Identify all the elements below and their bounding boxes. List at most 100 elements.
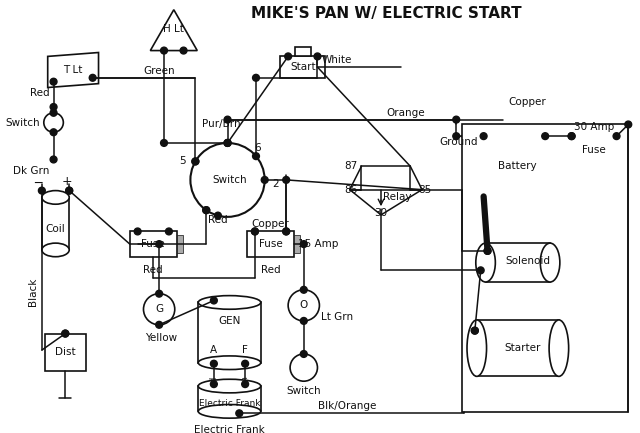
- Ellipse shape: [476, 243, 495, 282]
- Circle shape: [300, 286, 307, 293]
- Bar: [486, 243, 550, 282]
- Text: 85: 85: [418, 184, 431, 194]
- Text: H Lt: H Lt: [163, 24, 184, 34]
- Circle shape: [484, 248, 491, 254]
- Circle shape: [66, 187, 72, 194]
- Text: 2: 2: [273, 179, 279, 189]
- Circle shape: [224, 139, 231, 146]
- Circle shape: [568, 133, 575, 139]
- Bar: [484, 136, 566, 197]
- Circle shape: [50, 156, 57, 163]
- Text: F: F: [242, 345, 248, 355]
- Text: Relay: Relay: [383, 192, 412, 202]
- Text: Rd: Rd: [209, 375, 218, 387]
- Bar: [462, 124, 628, 412]
- Bar: [177, 235, 182, 253]
- Circle shape: [62, 330, 68, 337]
- Text: Copper: Copper: [509, 97, 547, 107]
- Circle shape: [134, 228, 141, 235]
- Circle shape: [166, 228, 172, 235]
- Circle shape: [480, 133, 487, 139]
- Circle shape: [300, 241, 307, 248]
- Bar: [247, 232, 294, 257]
- Circle shape: [180, 47, 187, 54]
- Circle shape: [242, 360, 248, 367]
- Text: ─: ─: [34, 177, 42, 190]
- Text: Red: Red: [143, 265, 163, 275]
- Circle shape: [156, 321, 163, 328]
- Ellipse shape: [198, 356, 260, 369]
- Text: Fuse: Fuse: [582, 145, 606, 155]
- Text: Black: Black: [28, 278, 38, 306]
- Circle shape: [192, 158, 199, 165]
- Circle shape: [192, 158, 199, 165]
- Text: 86: 86: [344, 184, 358, 194]
- Ellipse shape: [42, 243, 69, 257]
- Text: 15 Amp: 15 Amp: [298, 239, 339, 249]
- Circle shape: [625, 121, 632, 128]
- Circle shape: [50, 103, 57, 110]
- Text: A: A: [211, 345, 218, 355]
- Text: Start: Start: [290, 62, 316, 72]
- Polygon shape: [48, 52, 99, 87]
- Bar: [572, 136, 616, 163]
- Bar: [294, 235, 300, 253]
- Circle shape: [224, 139, 231, 146]
- Polygon shape: [150, 10, 197, 51]
- Ellipse shape: [467, 320, 486, 376]
- Bar: [42, 197, 69, 250]
- Bar: [198, 302, 260, 363]
- Circle shape: [236, 410, 243, 417]
- Text: Dist: Dist: [55, 347, 76, 357]
- Ellipse shape: [42, 191, 69, 204]
- Text: Red: Red: [260, 265, 280, 275]
- Circle shape: [285, 53, 292, 60]
- Circle shape: [50, 129, 57, 136]
- Bar: [545, 142, 563, 191]
- Circle shape: [242, 381, 248, 388]
- Circle shape: [288, 290, 319, 321]
- Bar: [477, 320, 559, 376]
- Circle shape: [261, 177, 268, 183]
- Circle shape: [62, 330, 68, 337]
- Circle shape: [283, 177, 290, 183]
- Bar: [280, 56, 325, 78]
- Circle shape: [161, 47, 168, 54]
- Bar: [130, 232, 177, 257]
- Circle shape: [472, 327, 478, 334]
- Bar: [45, 333, 86, 371]
- Text: MIKE'S PAN W/ ELECTRIC START: MIKE'S PAN W/ ELECTRIC START: [251, 6, 521, 21]
- Text: Battery: Battery: [498, 161, 537, 171]
- Circle shape: [156, 290, 163, 297]
- Text: T Lt: T Lt: [63, 65, 83, 75]
- Ellipse shape: [198, 404, 260, 418]
- Circle shape: [253, 74, 259, 81]
- Circle shape: [211, 297, 218, 304]
- Ellipse shape: [540, 243, 560, 282]
- Text: Electric Frank: Electric Frank: [194, 425, 265, 433]
- Text: Lt Grn: Lt Grn: [321, 312, 353, 322]
- Circle shape: [143, 294, 175, 325]
- Circle shape: [50, 78, 57, 85]
- Text: Switch: Switch: [212, 175, 247, 185]
- Text: Gn: Gn: [241, 375, 250, 387]
- Circle shape: [472, 327, 478, 334]
- Ellipse shape: [198, 296, 260, 309]
- Text: Fuse: Fuse: [259, 239, 282, 249]
- Circle shape: [50, 110, 57, 116]
- Circle shape: [568, 133, 575, 139]
- Circle shape: [211, 381, 218, 388]
- Text: 30: 30: [374, 208, 388, 218]
- Text: Ground: Ground: [439, 137, 477, 147]
- Text: +: +: [62, 175, 72, 188]
- Text: Fuse: Fuse: [141, 239, 165, 249]
- Circle shape: [453, 133, 460, 139]
- Text: Red: Red: [208, 215, 228, 225]
- Text: Switch: Switch: [287, 386, 321, 396]
- Circle shape: [477, 267, 484, 274]
- Circle shape: [300, 351, 307, 357]
- Text: 6: 6: [255, 143, 261, 153]
- Text: Red: Red: [30, 88, 50, 98]
- Text: Pur/Brn: Pur/Brn: [202, 119, 241, 129]
- Circle shape: [38, 187, 45, 194]
